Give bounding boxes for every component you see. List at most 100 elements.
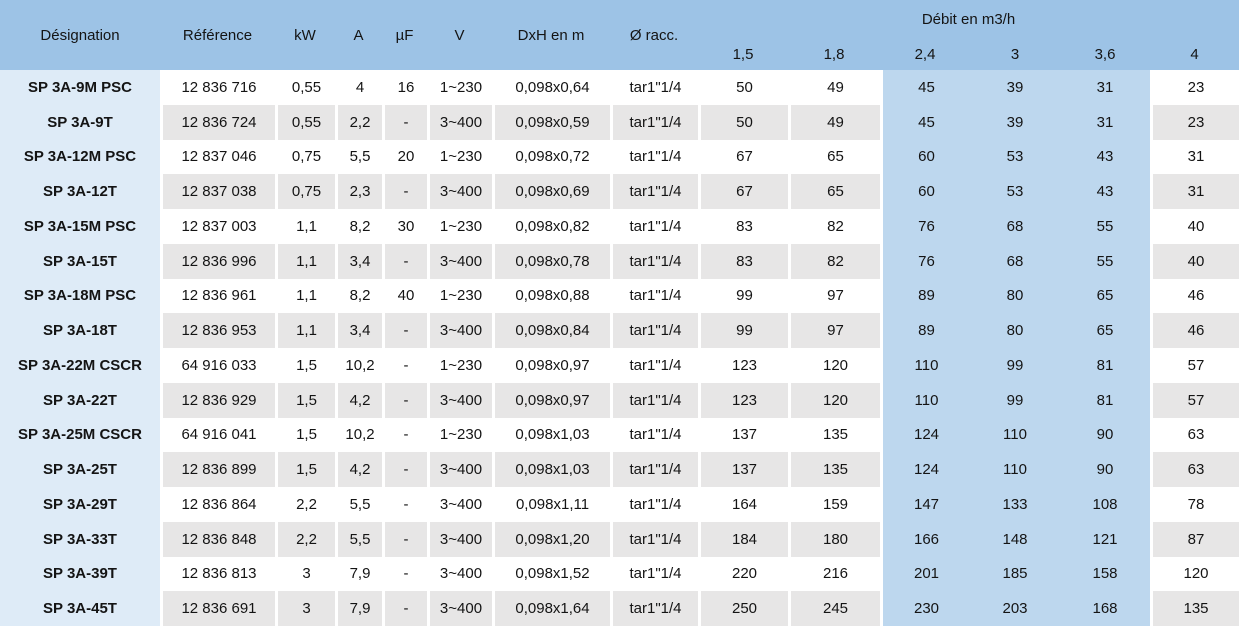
cell-reference: 12 836 996: [160, 243, 275, 279]
cell-debit-4: 23: [1150, 70, 1239, 105]
cell-uf: 16: [382, 70, 427, 105]
cell-uf: 20: [382, 139, 427, 175]
table-row: SP 3A-33T 12 836 848 2,2 5,5-3~400 0,098x1,2…: [0, 521, 1239, 557]
cell-debit-3: 68: [970, 243, 1060, 279]
cell-debit-3-6: 81: [1060, 382, 1150, 418]
cell-debit-3-6: 81: [1060, 348, 1150, 383]
cell-designation: SP 3A-12T: [0, 174, 160, 209]
cell-debit-3-6: 121: [1060, 521, 1150, 557]
cell-uf: -: [382, 521, 427, 557]
cell-debit-3-6: 43: [1060, 174, 1150, 209]
cell-debit-1-8: 120: [788, 382, 880, 418]
cell-designation: SP 3A-9T: [0, 104, 160, 140]
cell-kw: 1,5: [275, 382, 335, 418]
cell-amps: 8,2: [335, 278, 382, 314]
cell-racc: tar1"1/4: [610, 452, 698, 487]
col-header-debit-1-5: 1,5: [698, 38, 788, 70]
cell-designation: SP 3A-25M CSCR: [0, 417, 160, 453]
table-body: SP 3A-9M PSC 12 836 716 0,55 4 16 1~230 0,098x…: [0, 70, 1239, 626]
cell-debit-1-5: 137: [698, 417, 788, 453]
cell-kw: 0,75: [275, 174, 335, 209]
table-row: SP 3A-12T 12 837 038 0,75 2,3-3~400 0,098x0,…: [0, 174, 1239, 209]
cell-dxh: 0,098x1,03: [492, 452, 610, 487]
table-row: SP 3A-12M PSC 12 837 046 0,75 5,5 20 1~230 0,0…: [0, 139, 1239, 175]
cell-debit-3: 203: [970, 591, 1060, 626]
col-header-debit-1-8: 1,8: [788, 38, 880, 70]
cell-debit-2-4: 124: [880, 417, 970, 453]
cell-uf: -: [382, 174, 427, 209]
cell-reference: 12 836 961: [160, 278, 275, 314]
cell-amps: 3,4: [335, 243, 382, 279]
col-header-designation: Désignation: [0, 0, 160, 70]
cell-debit-4: 63: [1150, 417, 1239, 453]
table-row: SP 3A-29T 12 836 864 2,2 5,5-3~400 0,098x1,1…: [0, 487, 1239, 522]
cell-racc: tar1"1/4: [610, 348, 698, 383]
cell-debit-1-8: 82: [788, 209, 880, 244]
col-header-debit-3-6: 3,6: [1060, 38, 1150, 70]
cell-debit-4: 40: [1150, 243, 1239, 279]
cell-debit-1-8: 135: [788, 452, 880, 487]
cell-designation: SP 3A-33T: [0, 521, 160, 557]
cell-racc: tar1"1/4: [610, 70, 698, 105]
cell-dxh: 0,098x0,78: [492, 243, 610, 279]
cell-dxh: 0,098x1,03: [492, 417, 610, 453]
cell-debit-2-4: 110: [880, 382, 970, 418]
cell-debit-2-4: 147: [880, 487, 970, 522]
cell-volts: 3~400: [427, 243, 492, 279]
cell-debit-2-4: 60: [880, 139, 970, 175]
cell-debit-1-8: 65: [788, 174, 880, 209]
cell-reference: 12 836 929: [160, 382, 275, 418]
cell-reference: 12 836 848: [160, 521, 275, 557]
cell-reference: 12 836 813: [160, 556, 275, 592]
cell-reference: 12 836 953: [160, 313, 275, 348]
cell-volts: 1~230: [427, 209, 492, 244]
table-row: SP 3A-25T 12 836 899 1,5 4,2-3~400 0,098x1,0…: [0, 452, 1239, 487]
cell-amps: 3,4: [335, 313, 382, 348]
cell-debit-3: 185: [970, 556, 1060, 592]
cell-debit-3: 53: [970, 139, 1060, 175]
cell-debit-4: 46: [1150, 278, 1239, 314]
col-header-racc: Ø racc.: [610, 0, 698, 70]
cell-racc: tar1"1/4: [610, 591, 698, 626]
cell-uf: -: [382, 243, 427, 279]
cell-debit-1-5: 164: [698, 487, 788, 522]
cell-kw: 1,1: [275, 278, 335, 314]
cell-amps: 7,9: [335, 591, 382, 626]
cell-volts: 3~400: [427, 452, 492, 487]
cell-debit-1-5: 83: [698, 243, 788, 279]
cell-debit-3: 53: [970, 174, 1060, 209]
cell-volts: 3~400: [427, 591, 492, 626]
col-header-kw: kW: [275, 0, 335, 70]
col-header-debit-2-4: 2,4: [880, 38, 970, 70]
cell-debit-2-4: 76: [880, 243, 970, 279]
cell-debit-2-4: 89: [880, 313, 970, 348]
cell-kw: 3: [275, 591, 335, 626]
cell-dxh: 0,098x0,97: [492, 382, 610, 418]
cell-designation: SP 3A-18M PSC: [0, 278, 160, 314]
cell-racc: tar1"1/4: [610, 139, 698, 175]
cell-debit-3-6: 108: [1060, 487, 1150, 522]
cell-racc: tar1"1/4: [610, 556, 698, 592]
cell-designation: SP 3A-9M PSC: [0, 70, 160, 105]
cell-volts: 3~400: [427, 104, 492, 140]
cell-uf: -: [382, 313, 427, 348]
table-row: SP 3A-9M PSC 12 836 716 0,55 4 16 1~230 0,098x…: [0, 70, 1239, 105]
cell-reference: 64 916 041: [160, 417, 275, 453]
cell-amps: 4,2: [335, 382, 382, 418]
cell-debit-1-5: 83: [698, 209, 788, 244]
cell-debit-2-4: 124: [880, 452, 970, 487]
cell-uf: -: [382, 452, 427, 487]
cell-debit-3-6: 90: [1060, 452, 1150, 487]
cell-debit-1-8: 216: [788, 556, 880, 592]
cell-debit-4: 87: [1150, 521, 1239, 557]
cell-debit-3-6: 55: [1060, 243, 1150, 279]
cell-dxh: 0,098x0,88: [492, 278, 610, 314]
col-header-debit-4: 4: [1150, 38, 1239, 70]
cell-debit-1-8: 159: [788, 487, 880, 522]
cell-designation: SP 3A-15T: [0, 243, 160, 279]
cell-debit-3: 110: [970, 417, 1060, 453]
table-row: SP 3A-45T 12 836 691 3 7,9-3~400 0,098x1,64 t…: [0, 591, 1239, 626]
cell-racc: tar1"1/4: [610, 174, 698, 209]
cell-designation: SP 3A-39T: [0, 556, 160, 592]
